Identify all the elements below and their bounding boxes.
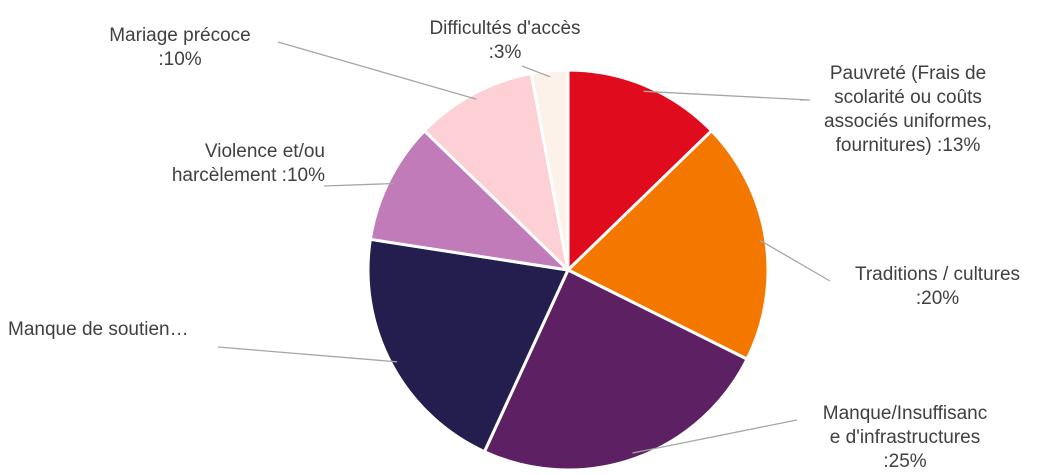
pie-slice-soutien [366, 237, 570, 454]
pie-slice-infrastructures [482, 268, 749, 472]
slice-label-violence: Violence et/ou harcèlement :10% [171, 141, 325, 186]
leader-line-soutien [217, 346, 398, 363]
leader-line-violence [323, 182, 395, 187]
pie-slice-pauvrete [566, 68, 714, 272]
leader-line-mariage [277, 41, 477, 100]
slice-label-infrastructures: Manque/Insuffisanc e d'infrastructures :… [822, 403, 988, 472]
pie-slices [366, 68, 770, 472]
leader-lines [217, 41, 831, 454]
slice-label-traditions: Traditions / cultures :20% [854, 264, 1021, 309]
pie-slice-difficultes [529, 68, 570, 272]
leader-line-infrastructures [632, 419, 798, 454]
leader-line-traditions [759, 239, 831, 282]
slice-label-mariage: Mariage précoce :10% [109, 25, 251, 70]
pie-slice-traditions [566, 129, 770, 361]
pie-slice-mariage [422, 71, 570, 272]
leader-line-difficultes [521, 65, 551, 78]
slice-label-soutien: Manque de soutien… [8, 319, 189, 340]
slice-label-difficultes: Difficultés d'accès :3% [429, 18, 581, 63]
slice-label-pauvrete: Pauvreté (Frais de scolarité ou coûts as… [824, 63, 992, 156]
pie-slice-violence [368, 129, 570, 272]
leader-line-pauvrete [643, 90, 811, 101]
